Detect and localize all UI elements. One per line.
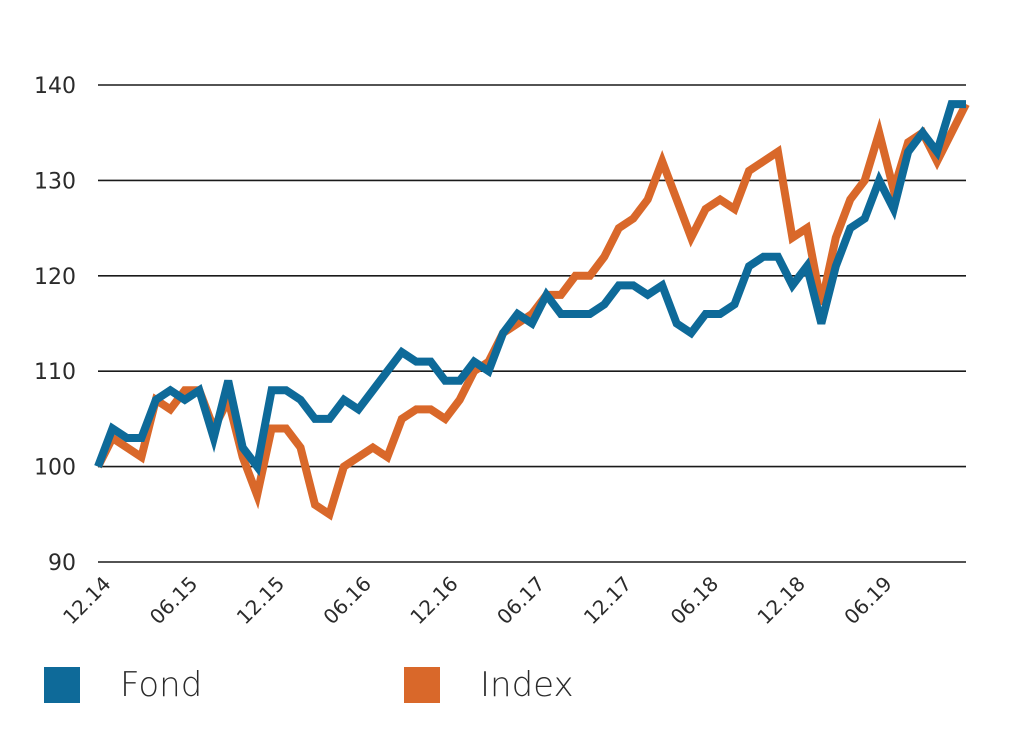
y-tick-label-110: 110 [34,360,76,385]
x-tick-label-12.14: 12.14 [58,572,115,629]
y-tick-label-90: 90 [48,551,76,576]
legend: Fond Index [0,665,1024,705]
series-line-fond [94,100,966,477]
legend-item-fond: Fond [44,665,202,705]
x-tick-label-06.17: 06.17 [492,572,549,629]
x-tick-label-12.16: 12.16 [405,572,462,629]
x-tick-label-06.15: 06.15 [145,572,202,629]
legend-item-index: Index [404,665,574,705]
x-tick-label-12.17: 12.17 [579,572,636,629]
x-axis-tick-labels: 12.14 06.15 12.15 06.16 12.16 06.17 12.17 06.18… [58,572,897,629]
y-axis-tick-labels: 90 100 110 120 130 140 [34,74,76,576]
x-tick-label-06.19: 06.19 [839,572,896,629]
y-tick-label-120: 120 [34,265,76,290]
y-tick-label-130: 130 [34,169,76,194]
y-tick-label-140: 140 [34,74,76,99]
legend-swatch-index [404,667,440,703]
legend-label-index: Index [480,665,574,705]
x-tick-label-12.18: 12.18 [752,572,809,629]
x-tick-label-06.18: 06.18 [666,572,723,629]
x-tick-label-12.15: 12.15 [232,572,289,629]
legend-label-fond: Fond [120,665,203,705]
series-line-index [94,102,970,521]
series-layer [94,100,970,521]
y-tick-label-100: 100 [34,456,76,481]
x-tick-label-06.16: 06.16 [318,572,375,629]
legend-swatch-fond [44,667,80,703]
